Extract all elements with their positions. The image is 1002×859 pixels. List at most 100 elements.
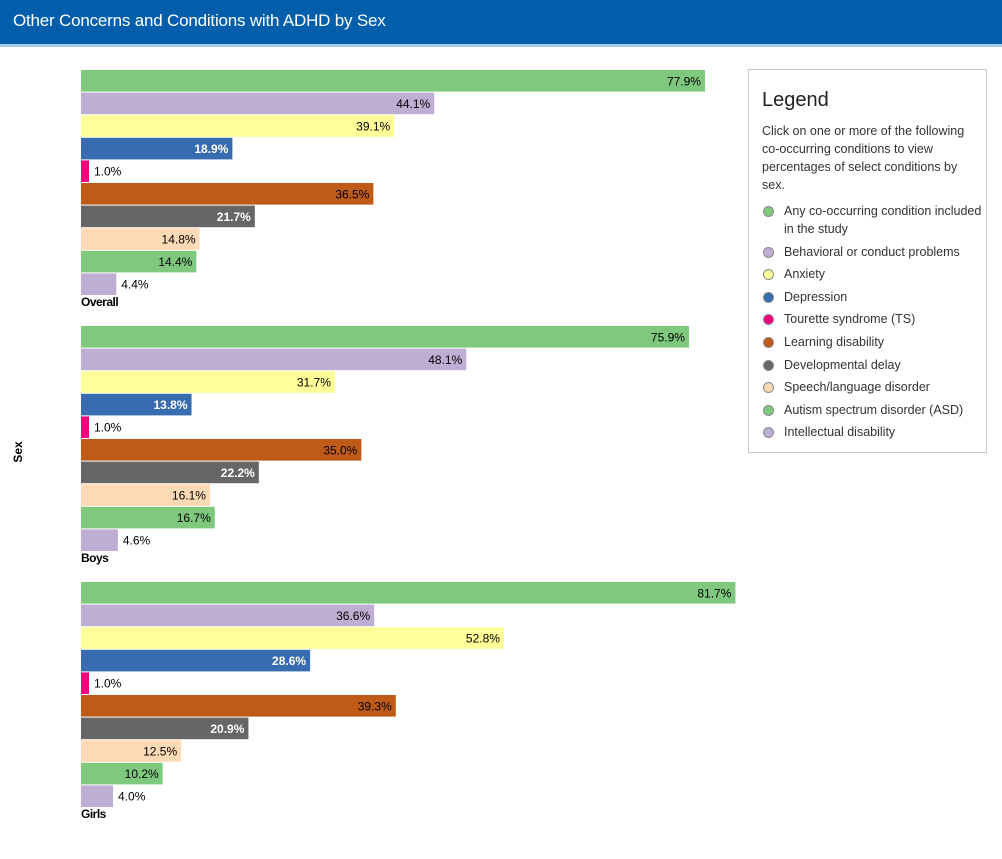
bar-boys-intellectual-disability[interactable] — [81, 529, 118, 551]
legend-item-label: Autism spectrum disorder (ASD) — [784, 402, 964, 417]
bar-boys-depression[interactable] — [81, 393, 192, 416]
bar-girls-anxiety[interactable] — [81, 627, 504, 649]
legend-swatch-icon — [763, 314, 774, 326]
bar-boys-learning-disability[interactable] — [81, 439, 362, 461]
bar-value-label: 39.3% — [358, 699, 392, 713]
legend-swatch-icon — [763, 269, 774, 281]
bar-value-label: 1.0% — [94, 421, 122, 435]
bar-value-label: 14.8% — [162, 233, 196, 247]
bar-boys-autism-spectrum-disorder-asd[interactable] — [81, 506, 215, 529]
bar-value-label: 81.7% — [697, 586, 731, 600]
legend-item-speech-language-disorder[interactable]: Speech/language disorder — [762, 378, 984, 396]
bar-value-label: 4.4% — [121, 278, 149, 292]
legend-swatch-icon — [763, 382, 774, 394]
bar-overall-anxiety[interactable] — [81, 115, 395, 137]
bar-value-label: 21.7% — [217, 210, 251, 224]
bar-value-label: 1.0% — [94, 165, 122, 179]
legend-item-tourette-syndrome-ts[interactable]: Tourette syndrome (TS) — [762, 310, 984, 328]
legend-item-developmental-delay[interactable]: Developmental delay — [762, 356, 984, 374]
legend-item-intellectual-disability[interactable]: Intellectual disability — [762, 423, 984, 441]
bar-boys-behavioral-or-conduct-problems[interactable] — [81, 348, 467, 371]
bar-value-label: 4.0% — [118, 790, 146, 804]
legend-item-label: Tourette syndrome (TS) — [784, 312, 916, 327]
bar-girls-tourette-syndrome-ts[interactable] — [81, 672, 90, 694]
bar-girls-behavioral-or-conduct-problems[interactable] — [81, 604, 375, 627]
bars-layer: 77.9% 44.1% 39.1% 18.9% 1.0% 36.5% 21.7% 14.8% 1… — [81, 70, 736, 821]
bar-value-label: 48.1% — [428, 353, 462, 367]
bar-value-label: 12.5% — [143, 745, 177, 759]
bar-overall-autism-spectrum-disorder-asd[interactable] — [81, 250, 197, 273]
legend-item-any-co-occurring-condition-included-in-the-study[interactable]: Any co-occurring condition included in t… — [762, 202, 984, 238]
bar-boys-speech-language-disorder[interactable] — [81, 484, 210, 506]
bar-value-label: 28.6% — [272, 654, 306, 668]
legend-swatch-icon — [763, 291, 774, 303]
legend-item-label: Speech/language disorder — [784, 380, 930, 395]
legend-swatch-icon — [763, 336, 774, 348]
legend-item-behavioral-or-conduct-problems[interactable]: Behavioral or conduct problems — [762, 243, 984, 261]
legend-swatch-icon — [763, 404, 774, 416]
bar-value-label: 31.7% — [297, 376, 331, 390]
bar-girls-developmental-delay[interactable] — [81, 717, 249, 740]
page-title: Other Concerns and Conditions with ADHD … — [13, 11, 386, 30]
bar-value-label: 44.1% — [396, 97, 430, 111]
bar-value-label: 16.7% — [177, 511, 211, 525]
legend-item-label: Any co-occurring condition included in t… — [784, 204, 982, 236]
category-label-boys: Boys — [81, 551, 109, 565]
bar-value-label: 75.9% — [651, 330, 685, 344]
bar-value-label: 13.8% — [154, 398, 188, 412]
bar-value-label: 35.0% — [323, 443, 357, 457]
legend-swatch-icon — [763, 359, 774, 371]
legend-item-learning-disability[interactable]: Learning disability — [762, 333, 984, 351]
bar-value-label: 4.6% — [123, 534, 151, 548]
legend-item-label: Intellectual disability — [784, 425, 896, 440]
bar-value-label: 14.4% — [158, 255, 192, 269]
bar-overall-intellectual-disability[interactable] — [81, 273, 117, 295]
bar-chart: 77.9% 44.1% 39.1% 18.9% 1.0% 36.5% 21.7% 14.8% 1… — [11, 70, 736, 821]
page-header: Other Concerns and Conditions with ADHD … — [0, 0, 1002, 47]
bar-value-label: 77.9% — [667, 74, 701, 88]
legend-item-anxiety[interactable]: Anxiety — [762, 265, 984, 283]
bar-boys-developmental-delay[interactable] — [81, 461, 259, 484]
bar-overall-depression[interactable] — [81, 137, 233, 160]
legend-item-label: Anxiety — [784, 267, 825, 282]
legend-swatch-icon — [763, 427, 774, 439]
category-label-girls: Girls — [81, 807, 107, 821]
bar-overall-learning-disability[interactable] — [81, 183, 374, 205]
bar-girls-any-co-occurring-condition-included-in-the-study[interactable] — [81, 582, 736, 604]
bar-value-label: 16.1% — [172, 489, 206, 503]
bar-boys-any-co-occurring-condition-included-in-the-study[interactable] — [81, 326, 689, 348]
legend-swatch-icon — [763, 206, 774, 217]
bar-value-label: 10.2% — [125, 767, 159, 781]
legend-items: Any co-occurring condition included in t… — [762, 202, 984, 446]
legend-description: Click on one or more of the following co… — [762, 124, 965, 192]
legend-item-label: Depression — [784, 289, 848, 304]
legend-title: Legend — [762, 89, 829, 111]
legend-item-label: Behavioral or conduct problems — [784, 244, 960, 259]
bar-overall-speech-language-disorder[interactable] — [81, 228, 200, 250]
bar-girls-learning-disability[interactable] — [81, 695, 396, 717]
bar-overall-behavioral-or-conduct-problems[interactable] — [81, 92, 435, 115]
bar-boys-tourette-syndrome-ts[interactable] — [81, 416, 90, 438]
bar-value-label: 18.9% — [194, 142, 228, 156]
legend-item-depression[interactable]: Depression — [762, 288, 984, 306]
bar-boys-anxiety[interactable] — [81, 371, 335, 393]
legend-item-label: Learning disability — [784, 334, 885, 349]
bar-value-label: 1.0% — [94, 677, 122, 691]
bar-value-label: 22.2% — [221, 466, 255, 480]
bar-girls-speech-language-disorder[interactable] — [81, 740, 182, 762]
legend: Legend Click on one or more of the follo… — [748, 69, 987, 453]
bar-overall-developmental-delay[interactable] — [81, 205, 255, 228]
bar-girls-intellectual-disability[interactable] — [81, 785, 114, 807]
bar-girls-depression[interactable] — [81, 649, 311, 672]
y-axis-label: Sex — [11, 441, 25, 463]
legend-swatch-icon — [763, 246, 774, 258]
legend-item-autism-spectrum-disorder-asd[interactable]: Autism spectrum disorder (ASD) — [762, 401, 984, 419]
bar-value-label: 52.8% — [466, 632, 500, 646]
bar-value-label: 20.9% — [210, 722, 244, 736]
bar-girls-autism-spectrum-disorder-asd[interactable] — [81, 762, 163, 785]
bar-overall-any-co-occurring-condition-included-in-the-study[interactable] — [81, 70, 705, 92]
category-label-overall: Overall — [81, 295, 118, 309]
bar-value-label: 36.6% — [336, 609, 370, 623]
bar-overall-tourette-syndrome-ts[interactable] — [81, 160, 90, 182]
bar-value-label: 39.1% — [356, 120, 390, 134]
